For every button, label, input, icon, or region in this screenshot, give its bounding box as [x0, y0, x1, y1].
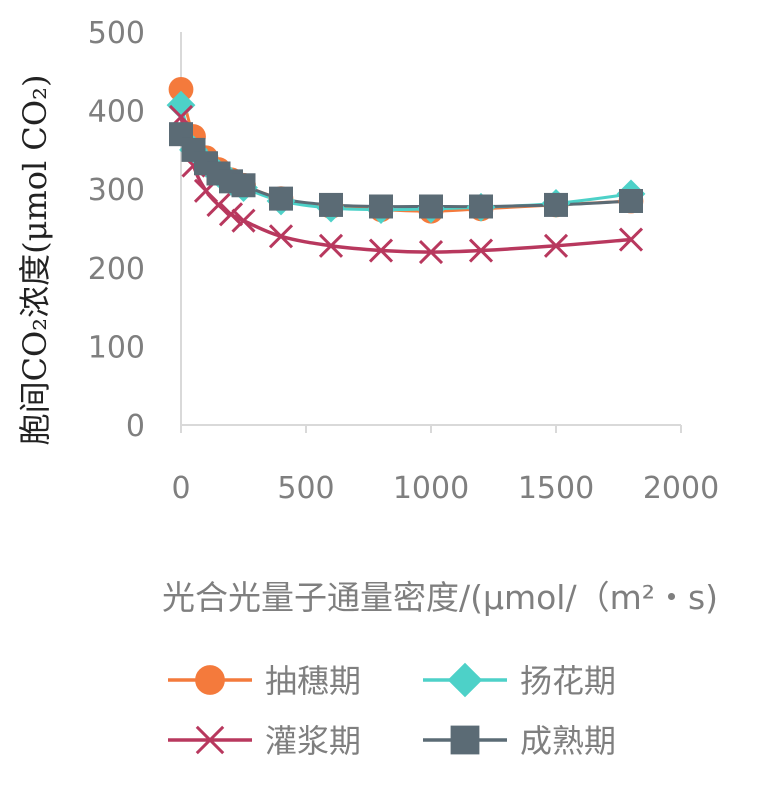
- data-point-guanjiang: [468, 238, 494, 263]
- y-tick-label: 100: [88, 330, 145, 365]
- data-point-guanjiang: [368, 238, 394, 263]
- data-point-choosui: [168, 76, 194, 102]
- x-axis-title: 光合光量子通量密度/(μmol/（m²・s): [162, 578, 718, 617]
- x-tick-label: 1000: [393, 471, 469, 506]
- legend-marker: [450, 725, 480, 755]
- legend-marker: [447, 662, 483, 698]
- y-tick-label: 400: [88, 95, 145, 130]
- data-point-chengshu: [319, 192, 343, 217]
- x-tick-label: 0: [171, 471, 190, 506]
- x-tick-label: 500: [277, 471, 334, 506]
- y-tick-labels: 0 100 200 300 400 500: [88, 16, 145, 444]
- legend-marker: [195, 665, 225, 695]
- x-tick-label: 1500: [518, 471, 594, 506]
- data-point-guanjiang: [618, 227, 644, 252]
- data-point-guanjiang: [231, 208, 256, 233]
- axes: [180, 32, 681, 426]
- y-tick-label: 200: [88, 252, 145, 287]
- data-point-chengshu: [369, 194, 393, 219]
- data-point-chengshu: [469, 194, 493, 219]
- data-point-yanghua: [166, 90, 196, 120]
- legend-label: 扬花期: [520, 662, 616, 700]
- x-tick-labels: 0 500 1000 1500 2000: [171, 471, 719, 506]
- y-tick-label: 300: [88, 173, 145, 208]
- y-tick-label: 0: [126, 409, 145, 444]
- data-point-guanjiang: [318, 233, 344, 258]
- data-point-guanjiang: [418, 240, 444, 265]
- y-tick-label: 500: [88, 16, 145, 51]
- y-axis-title: 胞间CO₂浓度(μmol CO₂): [16, 75, 54, 446]
- data-point-guanjiang: [268, 224, 294, 249]
- legend-marker: [195, 725, 225, 755]
- series-markers-guanjiang: [168, 104, 644, 265]
- legend-label: 抽穗期: [265, 662, 361, 700]
- x-tick-label: 2000: [643, 471, 719, 506]
- data-point-chengshu: [231, 173, 256, 198]
- legend-label: 灌浆期: [265, 722, 361, 760]
- data-point-chengshu: [544, 192, 568, 217]
- data-point-guanjiang: [218, 202, 244, 227]
- legend-item-chengshu: 成熟期: [423, 722, 616, 760]
- data-point-chengshu: [619, 188, 643, 213]
- legend-item-guanjiang: 灌浆期: [168, 722, 361, 760]
- data-point-guanjiang: [206, 192, 231, 217]
- series-markers-chengshu: [169, 122, 643, 219]
- data-point-chengshu: [419, 194, 443, 219]
- series-markers: [166, 76, 646, 265]
- legend-item-yanghua: 扬花期: [423, 662, 616, 700]
- x-tick-marks: [180, 425, 682, 433]
- data-point-guanjiang: [543, 233, 569, 258]
- data-point-chengshu: [269, 186, 293, 211]
- legend-label: 成熟期: [520, 722, 616, 760]
- legend-item-choosui: 抽穗期: [168, 662, 361, 700]
